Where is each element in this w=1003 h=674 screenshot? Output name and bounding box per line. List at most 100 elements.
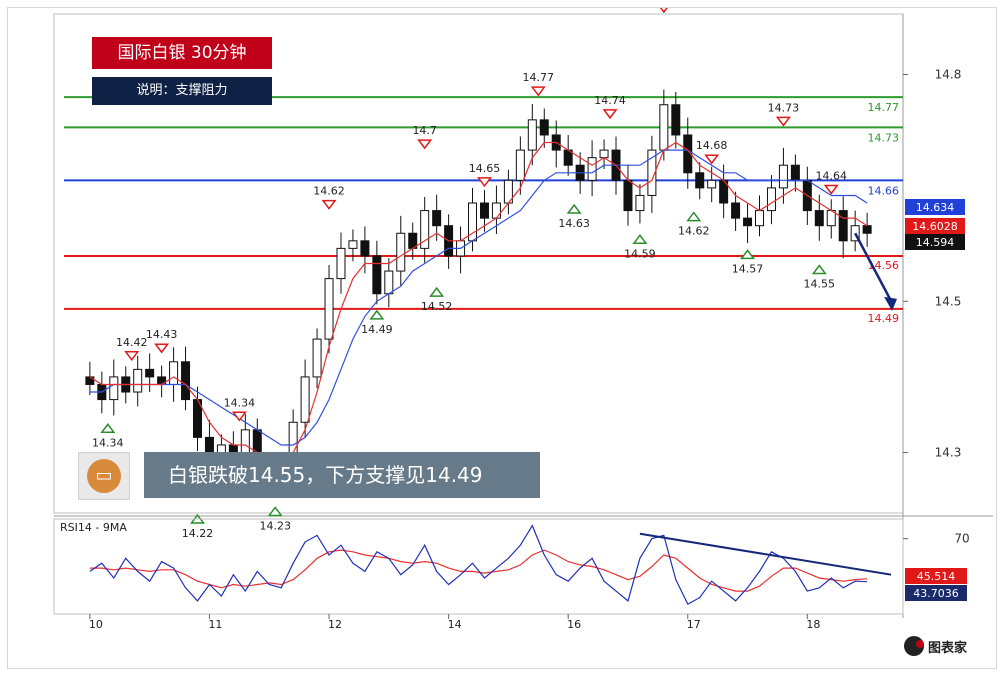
- swing-low-label: 14.49: [361, 323, 393, 336]
- candle: [324, 265, 334, 354]
- candle-body: [479, 202, 489, 219]
- candle-body: [324, 278, 334, 340]
- swing-low-label: 14.52: [421, 300, 453, 313]
- candle: [157, 365, 167, 398]
- price-tag-label: 14.594: [916, 236, 955, 249]
- support-marker-icon: [566, 203, 582, 214]
- rsi-title: RSI14 - 9MA: [60, 521, 127, 534]
- candle-body: [527, 119, 537, 151]
- trend-arrow: [854, 232, 898, 311]
- rsi-plot-border: [53, 518, 904, 615]
- support-marker-icon: [811, 264, 827, 275]
- swing-low-label: 14.23: [259, 519, 291, 532]
- candle: [743, 203, 753, 244]
- swing-low-label: 14.59: [624, 247, 656, 260]
- candle-body: [169, 361, 179, 385]
- candle: [731, 191, 741, 231]
- support-marker-icon: [632, 234, 648, 245]
- candle-body: [109, 376, 119, 401]
- candle-body: [348, 240, 358, 249]
- candle: [527, 103, 537, 166]
- x-tick-label: 14: [448, 618, 462, 631]
- candle: [599, 139, 609, 169]
- support-marker-icon: [369, 309, 385, 320]
- resistance-marker-icon: [823, 184, 839, 195]
- candle-body: [491, 202, 501, 219]
- y-tick-label: 14.5: [935, 294, 962, 308]
- candle-body: [755, 210, 765, 227]
- candle-body: [145, 368, 155, 378]
- swing-low-label: 14.55: [804, 278, 836, 291]
- rsi-ma-line: [89, 549, 868, 592]
- candle: [300, 359, 310, 439]
- level-label-14.49: 14.49: [868, 312, 900, 325]
- rsi-panel: RSI14 - 9MA 70 45.514 43.7036: [53, 518, 970, 615]
- candle: [838, 196, 848, 259]
- candle-body: [790, 164, 800, 181]
- head-profile-logo-icon: [904, 636, 924, 656]
- resistance-marker-icon: [321, 199, 337, 210]
- resistance-marker-icon: [656, 3, 672, 14]
- candle: [420, 196, 430, 263]
- candle-body: [384, 270, 394, 295]
- rsi-tag-label: 43.7036: [913, 587, 959, 600]
- silver-bar-icon: ▭: [87, 459, 121, 493]
- chart-title: 国际白银 30分钟: [92, 37, 272, 69]
- candle: [850, 210, 860, 252]
- candle-body: [659, 104, 669, 151]
- swing-low-label: 14.63: [558, 217, 590, 230]
- candle-body: [515, 149, 525, 181]
- swing-low-label: 14.57: [732, 262, 764, 275]
- price-tag-bg: [905, 199, 965, 215]
- support-marker-icon: [740, 249, 756, 260]
- candle: [563, 134, 573, 176]
- candle: [539, 108, 549, 148]
- resistance-marker-icon: [530, 86, 546, 97]
- candle-body: [396, 232, 406, 272]
- price-tag-label: 14.6028: [912, 220, 958, 233]
- candle: [444, 214, 454, 269]
- candle-body: [743, 217, 753, 227]
- candle: [587, 140, 597, 197]
- candle: [707, 166, 717, 203]
- resistance-marker-icon: [124, 351, 140, 362]
- resistance-marker-icon: [476, 177, 492, 188]
- candle: [456, 226, 466, 274]
- candle-body: [133, 368, 143, 393]
- x-tick-label: 17: [687, 618, 701, 631]
- candle-body: [372, 255, 382, 295]
- candle: [372, 240, 382, 305]
- candle: [755, 195, 765, 237]
- main-grid: [53, 13, 993, 618]
- resistance-marker-icon: [231, 411, 247, 422]
- candle-body: [420, 210, 430, 249]
- candle: [623, 164, 633, 226]
- level-label-14.66: 14.66: [868, 184, 900, 197]
- candle: [133, 355, 143, 407]
- resistance-marker-icon: [704, 154, 720, 165]
- down-arrow-icon: [884, 296, 898, 311]
- x-tick-label: 12: [328, 618, 342, 631]
- candle-body: [300, 376, 310, 423]
- swing-low-label: 14.34: [92, 436, 124, 449]
- resistance-marker-icon: [775, 116, 791, 127]
- candle-body: [623, 179, 633, 212]
- y-tick-label: 14.3: [935, 446, 962, 460]
- candle: [515, 136, 525, 195]
- candle: [312, 328, 322, 389]
- candle-body: [838, 210, 848, 242]
- support-marker-icon: [100, 423, 116, 434]
- candle: [479, 190, 489, 232]
- rsi-tag: 45.514: [905, 568, 967, 584]
- swing-high-label: 14.68: [696, 139, 728, 152]
- candle: [790, 154, 800, 192]
- candle-body: [707, 179, 717, 189]
- candle-body: [862, 225, 872, 234]
- chart-note: 说明：支撑阻力: [92, 77, 272, 105]
- candle: [408, 222, 418, 260]
- swing-low-label: 14.22: [182, 527, 214, 540]
- swing-high-label: 14.64: [816, 169, 848, 182]
- candle-body: [336, 247, 346, 280]
- rsi-tag: 43.7036: [905, 585, 967, 601]
- chart-frame: 14.77 14.73 14.66 14.56 14.49 14.42 14.43 14.3…: [7, 0, 997, 669]
